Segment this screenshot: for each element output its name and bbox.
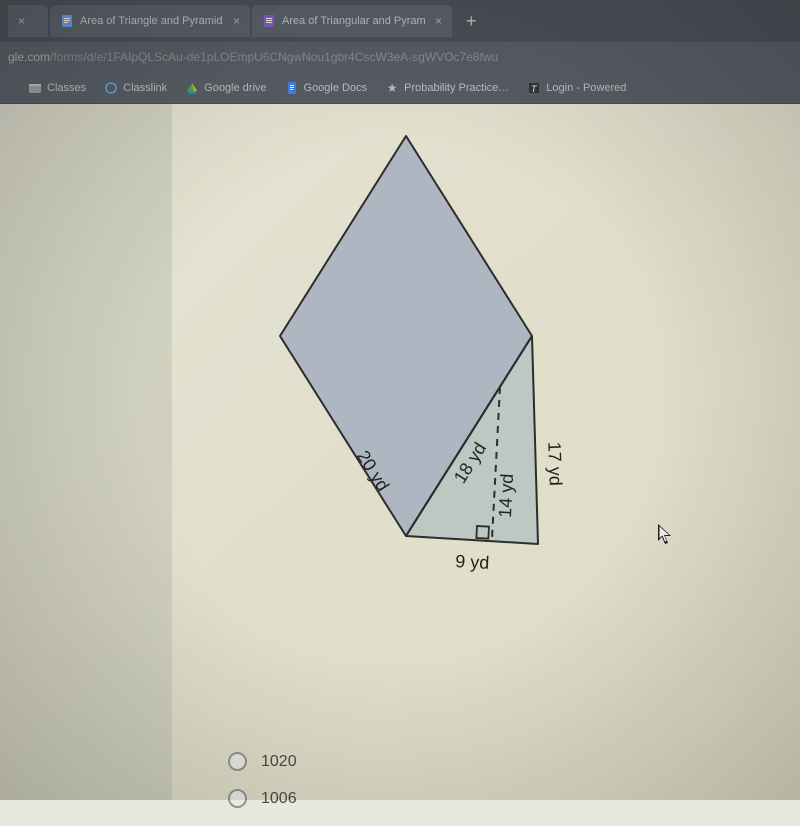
bookmark-label: Google Docs [304, 82, 368, 94]
radio-button[interactable] [228, 789, 247, 808]
star-icon: ★ [385, 81, 399, 95]
answer-option[interactable]: 1006 [228, 789, 297, 808]
bookmark-label: Classlink [123, 82, 167, 94]
bookmark-classlink[interactable]: Classlink [104, 81, 167, 95]
browser-tab[interactable]: × [8, 5, 48, 37]
geometry-figure: 20 yd18 yd14 yd17 yd9 yd [172, 104, 622, 800]
bookmarks-bar: Classes Classlink Google drive Google Do… [0, 72, 800, 104]
browser-tab-bar: × Area of Triangle and Pyramid × Area of… [0, 0, 800, 42]
svg-text:17 yd: 17 yd [544, 441, 566, 486]
answer-label: 1006 [261, 790, 297, 808]
answer-option[interactable]: 1020 [228, 752, 297, 771]
classlink-icon [104, 81, 118, 95]
new-tab-button[interactable]: + [454, 11, 489, 32]
bookmark-label: Login - Powered [546, 82, 626, 94]
classes-icon [28, 81, 42, 95]
bookmark-classes[interactable]: Classes [28, 81, 86, 95]
tab-title: Area of Triangular and Pyram [282, 15, 426, 27]
form-icon [262, 14, 276, 28]
browser-tab[interactable]: Area of Triangular and Pyram × [252, 5, 452, 37]
svg-text:14 yd: 14 yd [495, 473, 517, 518]
docs-icon [285, 81, 299, 95]
doc-icon [60, 14, 74, 28]
bookmark-probability[interactable]: ★ Probability Practice… [385, 81, 509, 95]
answer-options: 1020 1006 [228, 752, 297, 826]
radio-button[interactable] [228, 752, 247, 771]
drive-icon [185, 81, 199, 95]
answer-label: 1020 [261, 753, 297, 771]
mouse-cursor-icon [658, 524, 676, 553]
bookmark-label: Probability Practice… [404, 82, 509, 94]
close-icon[interactable]: × [233, 14, 240, 28]
close-icon[interactable]: × [18, 14, 25, 28]
bookmark-drive[interactable]: Google drive [185, 81, 266, 95]
page-content: 20 yd18 yd14 yd17 yd9 yd 1020 1006 [0, 104, 800, 800]
bookmark-docs[interactable]: Google Docs [285, 81, 368, 95]
close-icon[interactable]: × [435, 14, 442, 28]
bookmark-label: Google drive [204, 82, 266, 94]
url-host: gle.com [8, 50, 50, 64]
left-gutter [0, 104, 172, 800]
browser-tab[interactable]: Area of Triangle and Pyramid × [50, 5, 250, 37]
url-path: /forms/d/e/1FAIpQLScAu-de1pLOEmpU6CNgwNo… [50, 50, 498, 64]
bookmark-label: Classes [47, 82, 86, 94]
url-bar[interactable]: gle.com /forms/d/e/1FAIpQLScAu-de1pLOEmp… [0, 42, 800, 72]
bookmark-login[interactable]: T Login - Powered [527, 81, 626, 95]
login-icon: T [527, 81, 541, 95]
svg-text:9 yd: 9 yd [455, 551, 490, 573]
tab-title: Area of Triangle and Pyramid [80, 15, 222, 27]
